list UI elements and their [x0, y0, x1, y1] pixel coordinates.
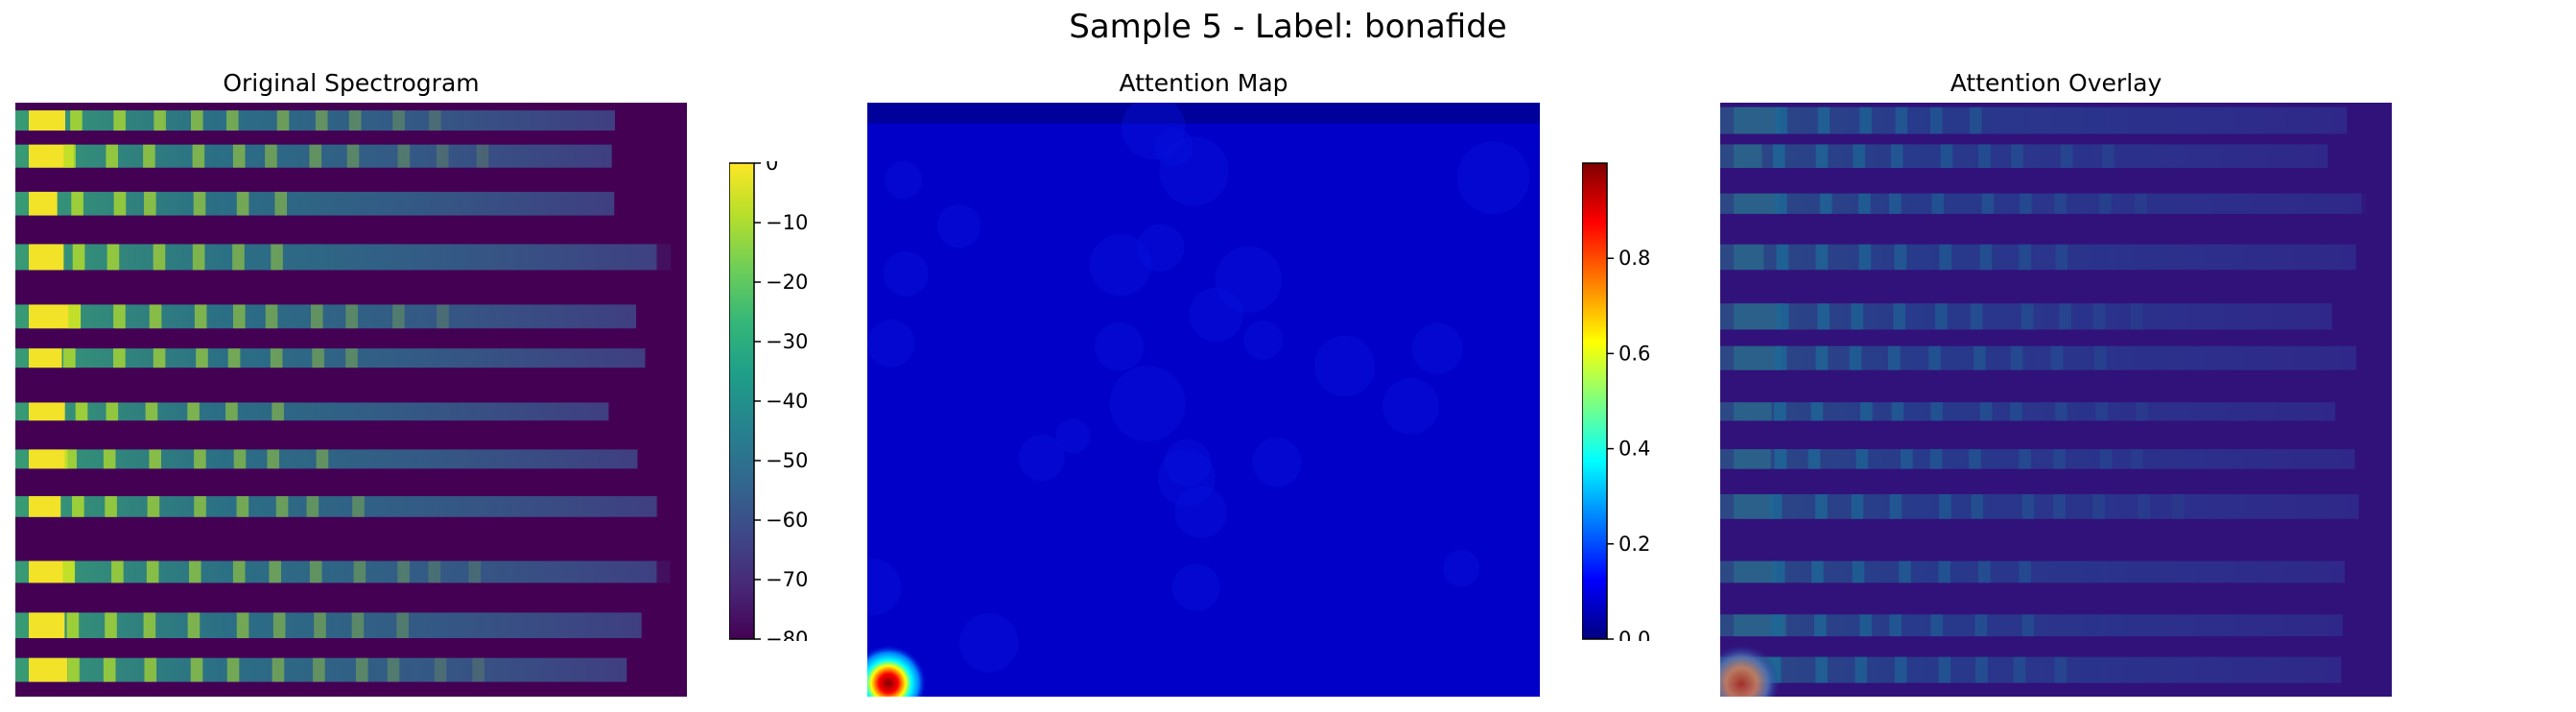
attention-blob	[1242, 320, 1284, 360]
overlay-hotspot	[1720, 645, 1780, 697]
attention-overlay-title: Attention Overlay	[1950, 69, 2162, 97]
spectrogram-colorbar-svg: 0 −10 −20 −30 −40 −50 −60 −70 −80	[728, 152, 808, 651]
attention-blob	[1109, 366, 1186, 442]
attention-blob	[883, 250, 929, 297]
attention-blob	[1157, 448, 1216, 507]
attention-blob	[1383, 377, 1440, 435]
colorbar-tick-label: 0.2	[1619, 533, 1650, 556]
attention-blob	[1153, 127, 1193, 167]
attention-blob	[1136, 224, 1185, 273]
attention-overlay-image	[1720, 103, 2392, 697]
attention-blob	[1174, 486, 1227, 539]
colorbar-tick-label: 0	[766, 161, 778, 175]
attention-map-image	[867, 103, 1540, 697]
colorbar-tick-label: 0.6	[1619, 342, 1650, 365]
attention-background	[867, 103, 1540, 697]
attention-blob	[867, 558, 902, 616]
spectrogram-heatmap	[15, 103, 687, 697]
attention-map-heatmap	[867, 103, 1540, 697]
colorbar-tick-label: 0.4	[1619, 438, 1650, 461]
spectrogram-image	[15, 103, 687, 697]
spectrogram-title: Original Spectrogram	[223, 69, 480, 97]
attention-top-edge	[867, 103, 1540, 124]
attention-blob	[1095, 321, 1144, 371]
attention-blob	[1411, 322, 1463, 374]
attention-blob	[958, 612, 1019, 673]
attention-blob	[1018, 435, 1065, 482]
colorbar-tick-label: −30	[766, 330, 808, 353]
colorbar-gradient	[1581, 162, 1608, 640]
colorbar-tick-label: −20	[766, 271, 808, 294]
attention-blob	[1442, 550, 1480, 587]
background	[15, 103, 687, 697]
spectrogram-colorbar: 0 −10 −20 −30 −40 −50 −60 −70 −80	[728, 152, 844, 651]
attention-blob	[1313, 335, 1376, 397]
attention-blob	[867, 320, 915, 368]
attention-blob	[1122, 103, 1186, 160]
attention-colorbar-svg: 0.0 0.2 0.4 0.6 0.8	[1581, 162, 1650, 651]
attention-blob	[884, 161, 923, 200]
colorbar-tick-label: −10	[766, 211, 808, 234]
attention-blob	[1171, 563, 1220, 612]
attention-blob	[1055, 418, 1091, 454]
colorbar-tick-label: −40	[766, 390, 808, 413]
colorbar-tick-label: −70	[766, 568, 808, 591]
attention-blob	[1189, 287, 1243, 343]
colorbar-tick-label: −60	[766, 509, 808, 532]
attention-blob	[1164, 439, 1212, 487]
colorbar-tick-label: 0.8	[1619, 247, 1650, 270]
colorbar-tick-label: −50	[766, 449, 808, 472]
attention-blob	[1456, 141, 1530, 215]
attention-blob	[936, 203, 981, 249]
attention-colorbar: 0.0 0.2 0.4 0.6 0.8	[1581, 161, 1697, 651]
attention-blob	[1159, 136, 1229, 206]
colorbar-tick-label: −80	[766, 628, 808, 641]
colorbar-gradient	[728, 162, 755, 640]
overlay-tint	[1720, 103, 2392, 697]
attention-overlay-heatmap	[1720, 103, 2392, 697]
attention-blob	[1252, 438, 1302, 487]
attention-blob	[1215, 246, 1283, 313]
colorbar-tick-label: 0.0	[1619, 628, 1650, 641]
attention-map-title: Attention Map	[1119, 69, 1288, 97]
attention-blob	[1089, 233, 1152, 297]
figure-title: Sample 5 - Label: bonafide	[1069, 8, 1507, 46]
attention-hotspot	[867, 645, 927, 697]
